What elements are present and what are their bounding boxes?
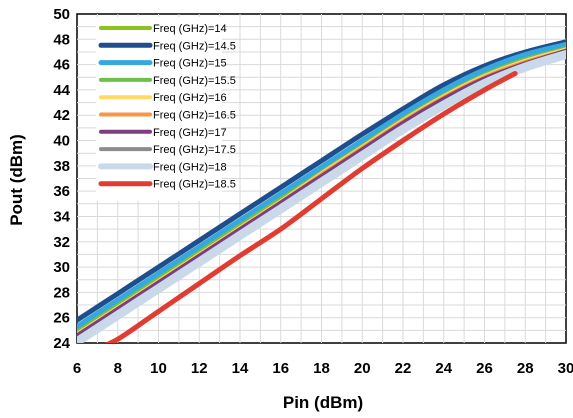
y-tick-label: 34	[53, 208, 70, 225]
x-tick-label: 28	[517, 360, 534, 377]
legend-label-1: Freq (GHz)=14.5	[153, 40, 236, 52]
x-tick-label: 26	[476, 360, 493, 377]
y-tick-label: 44	[53, 82, 70, 99]
series-lines	[77, 39, 566, 343]
legend-label-6: Freq (GHz)=17	[153, 127, 227, 139]
legend-label-9: Freq (GHz)=18.5	[153, 179, 236, 191]
y-tick-label: 46	[53, 57, 70, 74]
x-tick-label: 18	[313, 360, 330, 377]
y-tick-label: 42	[53, 107, 70, 124]
tick-labels: 6 8 10 12 14 16 18 20 22 24 26 28 30 24 26 28 30 32 34 36 38…	[53, 6, 573, 377]
legend-label-2: Freq (GHz)=15	[153, 58, 227, 70]
x-axis-title: Pin (dBm)	[283, 393, 363, 412]
y-tick-label: 40	[53, 133, 70, 150]
legend-label-4: Freq (GHz)=16	[153, 92, 227, 104]
x-tick-label: 30	[558, 360, 573, 377]
y-tick-label: 48	[53, 31, 70, 48]
y-tick-label: 36	[53, 183, 70, 200]
legend-label-8: Freq (GHz)=18	[153, 161, 227, 173]
series-line-2	[77, 41, 566, 330]
legend-label-5: Freq (GHz)=16.5	[153, 110, 236, 122]
x-tick-label: 24	[435, 360, 452, 377]
series-line-9	[104, 71, 518, 343]
x-tick-label: 20	[354, 360, 371, 377]
y-tick-label: 26	[53, 310, 70, 327]
x-tick-label: 16	[272, 360, 289, 377]
legend: Freq (GHz)=14 Freq (GHz)=14.5 Freq (GHz)=1…	[96, 17, 236, 201]
y-tick-label: 38	[53, 158, 70, 175]
x-tick-label: 10	[150, 360, 167, 377]
x-tick-label: 8	[114, 360, 122, 377]
x-tick-label: 6	[73, 360, 81, 377]
series-line-1	[77, 39, 566, 323]
y-axis-title: Pout (dBm)	[7, 134, 26, 226]
y-tick-label: 32	[53, 234, 70, 251]
series-line-8	[77, 50, 566, 343]
x-tick-label: 22	[395, 360, 412, 377]
series-line-6	[77, 48, 566, 338]
legend-label-3: Freq (GHz)=15.5	[153, 75, 236, 87]
y-tick-label: 24	[53, 335, 70, 352]
y-tick-label: 28	[53, 284, 70, 301]
legend-label-0: Freq (GHz)=14	[153, 23, 227, 35]
x-tick-label: 12	[191, 360, 208, 377]
y-tick-label: 30	[53, 259, 70, 276]
legend-label-7: Freq (GHz)=17.5	[153, 144, 236, 156]
y-tick-label: 50	[53, 6, 70, 23]
x-tick-label: 14	[232, 360, 249, 377]
